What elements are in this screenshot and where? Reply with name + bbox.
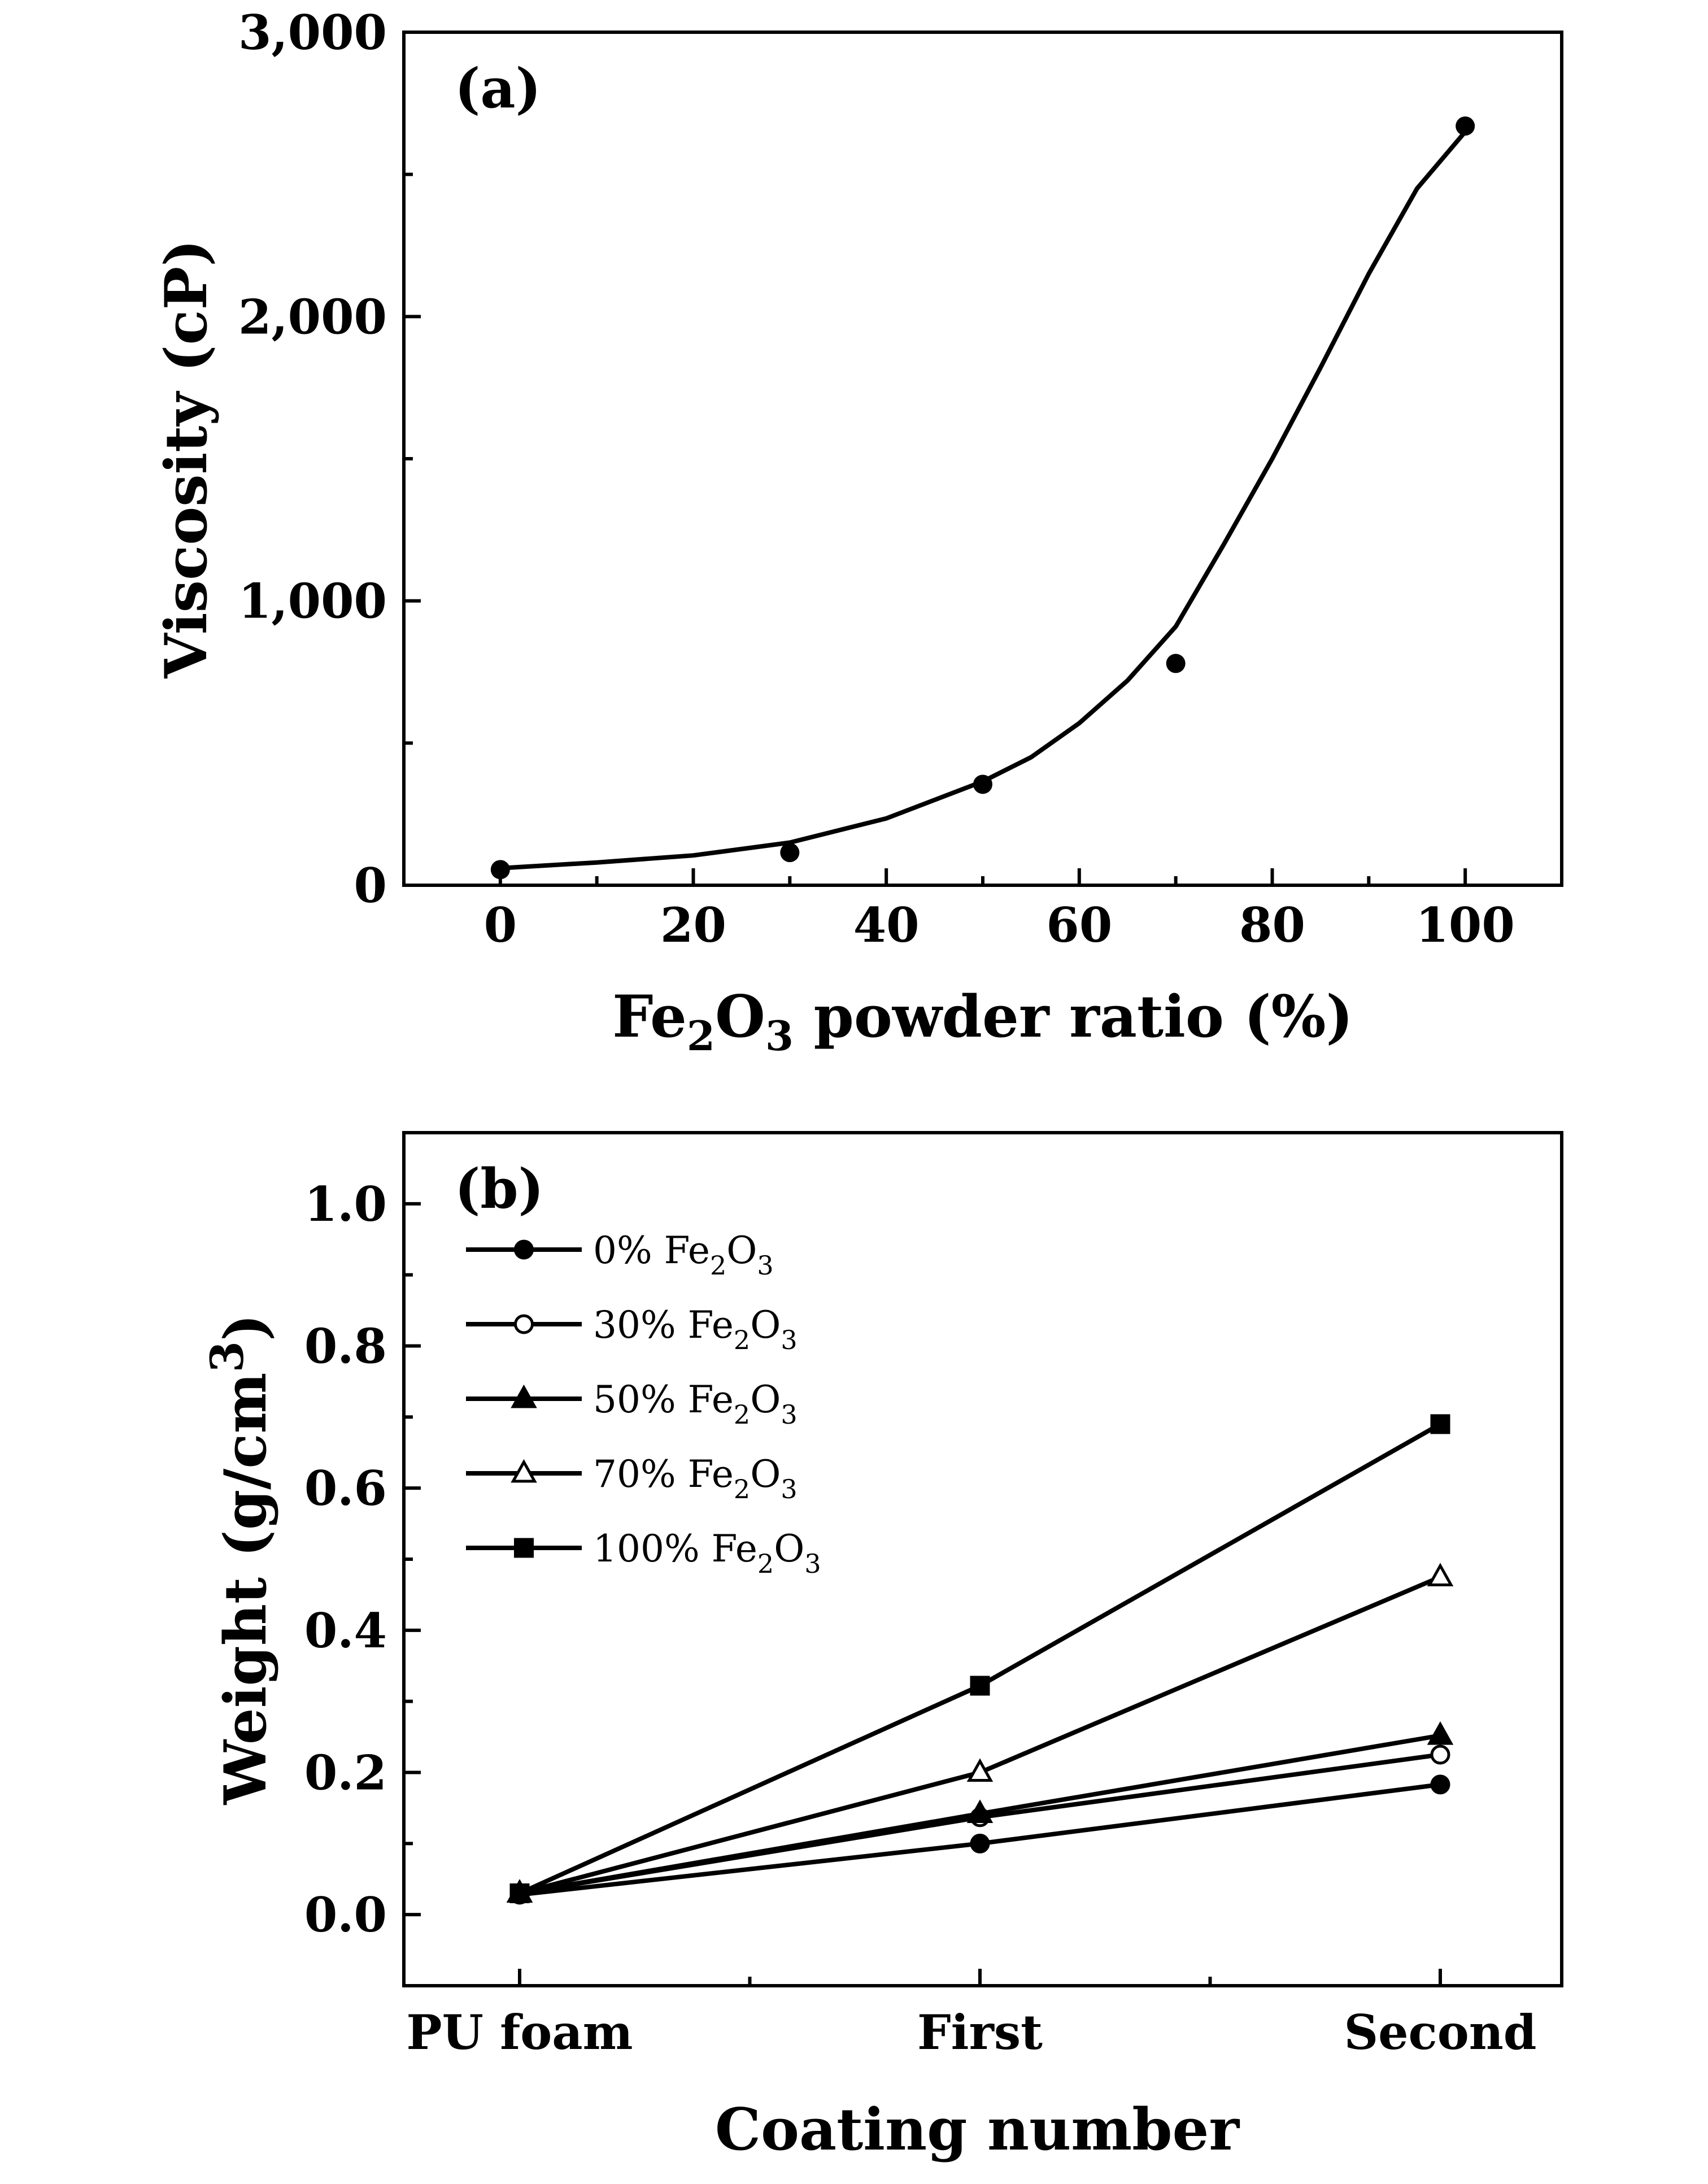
y-tick-label-a: 3,000 bbox=[238, 5, 387, 60]
y-axis-label-b: Weight (g/cm3) bbox=[201, 1314, 280, 1806]
series-marker bbox=[1430, 1414, 1450, 1434]
x-tick-label-a: 0 bbox=[484, 897, 517, 953]
panel-label-b: (b) bbox=[455, 1157, 544, 1221]
category-label: First bbox=[917, 2004, 1043, 2060]
legend-marker bbox=[511, 1384, 537, 1408]
y-tick-label-b: 1.0 bbox=[304, 1176, 387, 1232]
legend-marker bbox=[514, 1538, 534, 1558]
legend-label: 0% Fe2O3 bbox=[593, 1229, 774, 1281]
y-tick-label-b: 0.4 bbox=[304, 1603, 387, 1659]
series-marker bbox=[970, 1833, 990, 1854]
data-point bbox=[1456, 116, 1475, 136]
y-tick-label-a: 0 bbox=[354, 858, 387, 913]
legend-label: 30% Fe2O3 bbox=[593, 1303, 798, 1355]
category-label: Second bbox=[1344, 2004, 1536, 2060]
y-tick-label-b: 0.8 bbox=[304, 1319, 387, 1374]
legend-label: 50% Fe2O3 bbox=[593, 1378, 798, 1430]
x-tick-label-a: 100 bbox=[1415, 897, 1514, 953]
series-marker bbox=[1427, 1721, 1454, 1745]
x-tick-label-a: 40 bbox=[853, 897, 920, 953]
panel-label-a: (a) bbox=[455, 56, 541, 120]
fit-curve bbox=[500, 130, 1467, 871]
data-point bbox=[1166, 654, 1186, 673]
data-point bbox=[780, 843, 800, 863]
series-marker bbox=[966, 1758, 994, 1782]
x-tick-label-a: 20 bbox=[660, 897, 726, 953]
legend-label: 70% Fe2O3 bbox=[593, 1452, 798, 1504]
x-axis-label-a: Fe2O3 powder ratio (%) bbox=[612, 983, 1353, 1060]
y-tick-label-b: 0.6 bbox=[304, 1460, 387, 1516]
series-marker bbox=[970, 1676, 990, 1696]
series-marker bbox=[509, 1883, 530, 1903]
plot-frame-b bbox=[402, 1131, 1563, 1987]
y-tick-label-b: 0.2 bbox=[304, 1745, 387, 1801]
x-axis-label-b: Coating number bbox=[715, 2096, 1240, 2164]
y-tick-label-b: 0.0 bbox=[304, 1887, 387, 1943]
x-tick-label-a: 80 bbox=[1239, 897, 1305, 953]
viscosity-chart: (a) 0 20 40 60 80 100 0 1,000 2,000 3,000 Viscos… bbox=[152, 5, 1563, 1060]
legend-marker bbox=[514, 1239, 534, 1260]
y-tick-label-a: 2,000 bbox=[238, 289, 387, 345]
weight-chart: (b) PU foam First Second 0.0 0.2 0.4 0.6 0.8 1.… bbox=[201, 1131, 1563, 2164]
y-tick-label-a: 1,000 bbox=[238, 573, 387, 629]
series-marker bbox=[966, 1799, 994, 1823]
legend-marker bbox=[514, 1314, 534, 1334]
series-marker bbox=[1427, 1563, 1454, 1586]
data-point bbox=[490, 860, 510, 880]
y-axis-label-a: Viscosity (cP) bbox=[152, 239, 220, 678]
series-marker bbox=[1430, 1744, 1450, 1765]
series-marker bbox=[1430, 1774, 1450, 1795]
legend-marker bbox=[511, 1459, 537, 1483]
x-tick-label-a: 60 bbox=[1046, 897, 1112, 953]
legend-label: 100% Fe2O3 bbox=[593, 1527, 821, 1579]
data-point bbox=[973, 775, 992, 794]
plot-frame-a bbox=[402, 31, 1563, 887]
category-label: PU foam bbox=[406, 2004, 633, 2060]
legend: 0% Fe2O3 30% Fe2O3 50% Fe2O3 70% Fe2O3 100% … bbox=[466, 1229, 821, 1579]
